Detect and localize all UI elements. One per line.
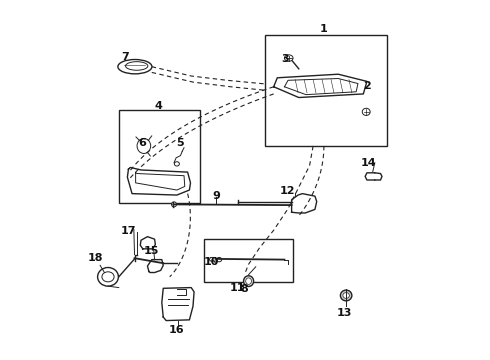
Ellipse shape [341,290,352,301]
Text: 18: 18 [87,253,103,263]
Text: 4: 4 [155,102,163,112]
Text: 3: 3 [281,54,289,64]
Text: 8: 8 [241,284,248,294]
Ellipse shape [102,272,114,282]
Text: 16: 16 [169,325,184,335]
Text: 11: 11 [229,283,245,293]
Text: 10: 10 [203,257,219,267]
Ellipse shape [362,108,370,116]
Bar [204,239,294,282]
Text: 2: 2 [363,81,371,91]
Text: 9: 9 [212,191,220,201]
Ellipse shape [343,293,349,298]
Text: 13: 13 [337,308,352,318]
Bar [119,110,200,203]
Ellipse shape [172,202,176,207]
Text: 14: 14 [361,158,376,168]
Text: 12: 12 [280,186,295,197]
Ellipse shape [245,278,251,284]
Ellipse shape [217,257,221,262]
Bar [265,35,387,146]
Text: 6: 6 [138,138,146,148]
Ellipse shape [244,276,254,287]
Text: 1: 1 [320,24,328,35]
Text: 15: 15 [144,246,159,256]
Text: 17: 17 [121,226,136,236]
Text: 7: 7 [121,51,129,62]
Text: 5: 5 [176,138,184,148]
Ellipse shape [285,55,293,61]
